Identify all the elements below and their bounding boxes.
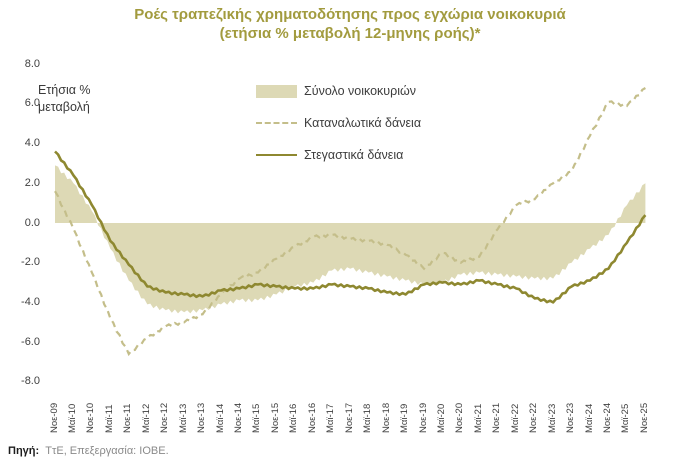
x-tick-Μαϊ-18: Μαϊ-18 bbox=[362, 403, 374, 433]
legend-item-housing-loans: Στεγαστικά δάνεια bbox=[256, 148, 421, 162]
y-axis-unit-note-line2: μεταβολή bbox=[38, 100, 90, 114]
x-tick-Νοε-10: Νοε-10 bbox=[85, 402, 97, 433]
solid-line-housing-loans bbox=[54, 150, 647, 304]
x-tick-Νοε-09: Νοε-09 bbox=[48, 402, 60, 433]
y-axis-unit-note-line1: Ετήσια % bbox=[38, 83, 91, 97]
x-tick-Νοε-15: Νοε-15 bbox=[269, 402, 281, 433]
y-tick-0.0: 0.0 bbox=[24, 216, 40, 229]
x-tick-Μαϊ-19: Μαϊ-19 bbox=[399, 403, 411, 433]
legend-area-swatch bbox=[256, 84, 297, 98]
x-tick-Νοε-23: Νοε-23 bbox=[565, 402, 577, 433]
x-tick-Μαϊ-24: Μαϊ-24 bbox=[583, 403, 595, 433]
x-tick-Νοε-12: Νοε-12 bbox=[159, 402, 171, 433]
legend-label-total-households: Σύνολο νοικοκυριών bbox=[304, 84, 417, 98]
x-tick-Νοε-22: Νοε-22 bbox=[528, 402, 540, 433]
y-tick-2.0: 2.0 bbox=[24, 176, 40, 189]
x-tick-Μαϊ-10: Μαϊ-10 bbox=[66, 403, 78, 433]
source-note: Πηγή: ΤτΕ, Επεξεργασία: ΙΟΒΕ. bbox=[8, 445, 169, 457]
legend-solid-line-swatch bbox=[256, 154, 297, 156]
chart-title-line1: Ροές τραπεζικής χρηματοδότησης προς εγχώ… bbox=[134, 6, 566, 23]
x-tick-Μαϊ-23: Μαϊ-23 bbox=[546, 403, 558, 433]
y-tick--2.0: -2.0 bbox=[21, 256, 40, 269]
chart-legend: Σύνολο νοικοκυριών Καταναλωτικά δάνεια Σ… bbox=[256, 84, 421, 162]
x-tick-Μαϊ-20: Μαϊ-20 bbox=[435, 403, 447, 433]
x-tick-Νοε-21: Νοε-21 bbox=[491, 402, 503, 433]
legend-label-consumer-loans: Καταναλωτικά δάνεια bbox=[304, 116, 422, 130]
source-prefix: Πηγή: bbox=[8, 445, 40, 457]
x-tick-Μαϊ-16: Μαϊ-16 bbox=[288, 403, 300, 433]
source-body: ΤτΕ, Επεξεργασία: ΙΟΒΕ. bbox=[45, 445, 169, 457]
x-tick-Νοε-16: Νοε-16 bbox=[306, 402, 318, 433]
legend-item-total-households: Σύνολο νοικοκυριών bbox=[256, 84, 421, 98]
x-tick-Μαϊ-15: Μαϊ-15 bbox=[251, 403, 263, 433]
y-tick-4.0: 4.0 bbox=[24, 137, 40, 150]
x-tick-Μαϊ-13: Μαϊ-13 bbox=[177, 403, 189, 433]
y-tick-6.0: 6.0 bbox=[24, 97, 40, 110]
x-tick-Νοε-18: Νοε-18 bbox=[380, 402, 392, 433]
x-tick-Μαϊ-14: Μαϊ-14 bbox=[214, 403, 226, 433]
y-tick--6.0: -6.0 bbox=[21, 335, 40, 348]
y-tick--8.0: -8.0 bbox=[21, 375, 40, 388]
chart-title: Ροές τραπεζικής χρηματοδότησης προς εγχώ… bbox=[0, 5, 700, 43]
x-tick-Νοε-19: Νοε-19 bbox=[417, 402, 429, 433]
legend-label-housing-loans: Στεγαστικά δάνεια bbox=[304, 148, 404, 162]
dashed-line-consumer-loans bbox=[54, 87, 646, 357]
area-series-total-households bbox=[55, 165, 646, 314]
x-tick-Νοε-14: Νοε-14 bbox=[233, 402, 244, 433]
x-tick-Νοε-13: Νοε-13 bbox=[196, 402, 208, 433]
x-tick-Μαϊ-17: Μαϊ-17 bbox=[325, 403, 337, 433]
chart-title-line2: (ετήσια % μεταβολή 12-μηνης ροής)* bbox=[219, 25, 481, 42]
x-tick-Νοε-20: Νοε-20 bbox=[454, 402, 466, 433]
x-tick-Μαϊ-25: Μαϊ-25 bbox=[620, 403, 632, 433]
x-tick-Μαϊ-21: Μαϊ-21 bbox=[472, 403, 484, 433]
y-tick--4.0: -4.0 bbox=[21, 295, 40, 308]
legend-dashed-line-swatch bbox=[256, 122, 297, 124]
x-tick-Μαϊ-12: Μαϊ-12 bbox=[140, 403, 152, 433]
x-tick-Μαϊ-22: Μαϊ-22 bbox=[509, 403, 521, 433]
y-tick-8.0: 8.0 bbox=[24, 57, 40, 70]
x-tick-Μαϊ-11: Μαϊ-11 bbox=[103, 404, 115, 433]
x-tick-Νοε-24: Νοε-24 bbox=[602, 402, 613, 433]
x-tick-Νοε-11: Νοε-11 bbox=[122, 403, 134, 433]
x-tick-Νοε-17: Νοε-17 bbox=[343, 402, 355, 433]
y-axis-unit-note: Ετήσια % μεταβολή bbox=[38, 82, 91, 116]
legend-item-consumer-loans: Καταναλωτικά δάνεια bbox=[256, 116, 421, 130]
x-tick-Νοε-25: Νοε-25 bbox=[638, 402, 650, 433]
